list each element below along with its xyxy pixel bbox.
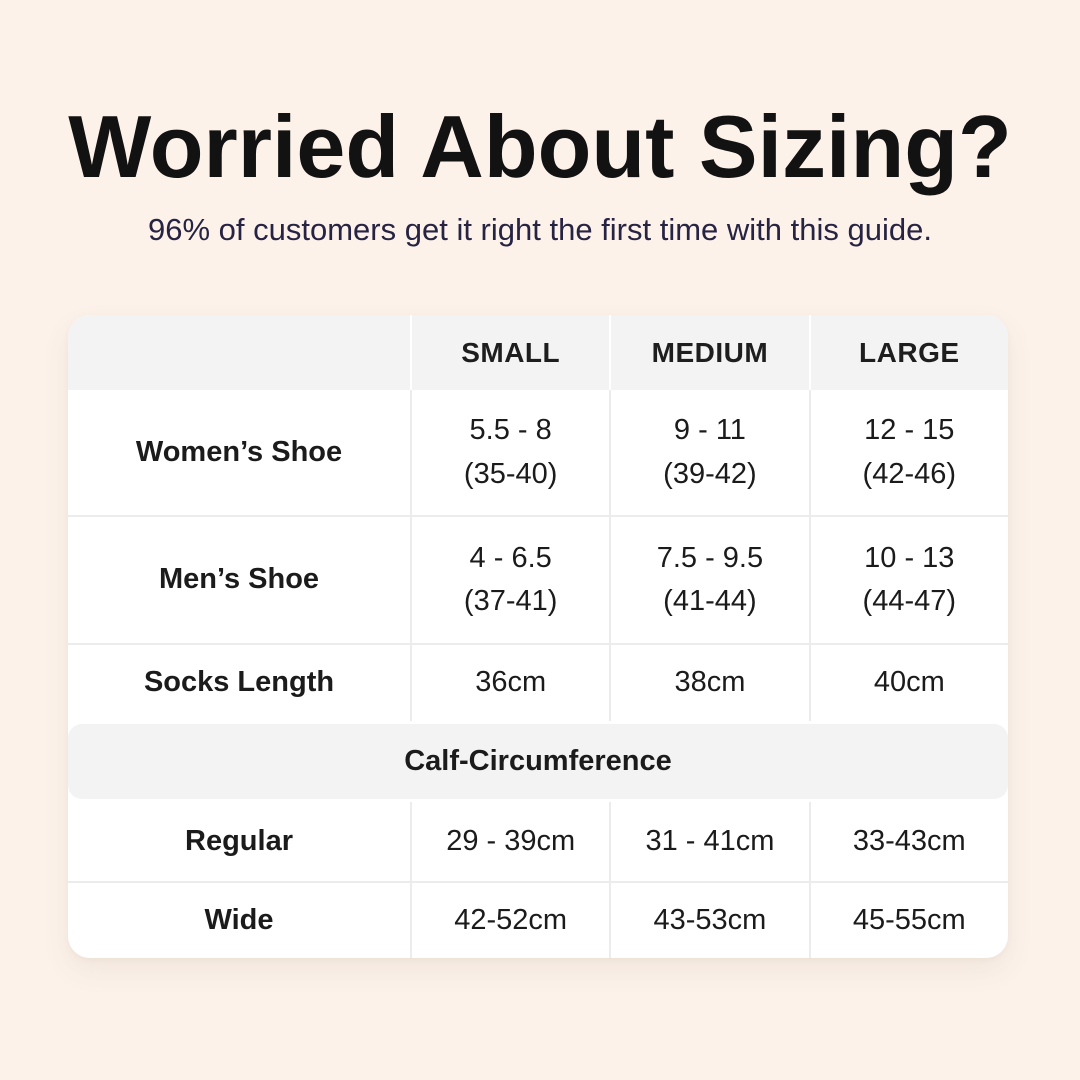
value-line: (44-47) (862, 585, 957, 617)
value-line: (39-42) (663, 457, 757, 490)
row-label: Men’s Shoe (68, 517, 413, 643)
section-header-calf-circumference: Calf-Circumference (68, 724, 1008, 799)
value-line: 9 - 11 (673, 414, 746, 446)
value-line: 4 - 6.5 (469, 541, 552, 574)
value-line: (41-44) (663, 585, 757, 617)
cell-regular-large: 33-43cm (852, 824, 966, 857)
page-subtitle: 96% of customers get it right the first … (148, 212, 932, 247)
value-line: 10 - 13 (864, 541, 955, 574)
cell-mens-medium: 7.5 - 9.5 (41-44) (611, 517, 811, 643)
cell-womens-small: 5.5 - 8 (35-40) (412, 390, 612, 515)
cell-mens-large: 10 - 13 (44-47) (811, 517, 1008, 643)
header-corner-cell (68, 315, 413, 390)
table-row-mens-shoe: Men’s Shoe 4 - 6.5 (37-41) 7.5 - 9.5 (41… (68, 517, 1008, 645)
cell-socks-large: 40cm (873, 666, 945, 699)
row-label: Wide (68, 883, 413, 958)
section-title: Calf-Circumference (404, 745, 672, 777)
table-row-wide: Wide 42-52cm 43-53cm 45-55cm (68, 883, 1008, 958)
table-row-socks-length: Socks Length 36cm 38cm 40cm (68, 645, 1008, 721)
cell-socks-small: 36cm (412, 645, 612, 721)
cell-socks-medium: 38cm (611, 645, 811, 721)
value-line: (37-41) (463, 585, 558, 617)
column-header-large: LARGE (810, 315, 1008, 390)
column-header-medium: MEDIUM (611, 315, 811, 390)
page-title: Worried About Sizing? (68, 97, 1012, 196)
cell-regular-medium: 31 - 41cm (611, 802, 811, 881)
cell-regular-small: 29 - 39cm (412, 802, 612, 881)
row-label: Regular (68, 802, 413, 881)
table-row-womens-shoe: Women’s Shoe 5.5 - 8 (35-40) 9 - 11 (39-… (68, 390, 1008, 517)
value-line: 5.5 - 8 (469, 414, 552, 446)
cell-wide-medium: 43-53cm (611, 883, 811, 958)
cell-mens-small: 4 - 6.5 (37-41) (412, 517, 612, 643)
cell-wide-large: 45-55cm (852, 903, 966, 936)
row-label: Women’s Shoe (68, 390, 413, 515)
row-label: Socks Length (68, 645, 413, 721)
value-line: (42-46) (862, 457, 957, 490)
table-row-regular: Regular 29 - 39cm 31 - 41cm 33-43cm (68, 802, 1008, 883)
cell-womens-large: 12 - 15 (42-46) (811, 390, 1008, 515)
column-header-small: SMALL (412, 315, 612, 390)
size-chart-table: SMALL MEDIUM LARGE Women’s Shoe 5.5 - 8 … (68, 315, 1008, 958)
cell-womens-medium: 9 - 11 (39-42) (611, 390, 811, 515)
value-line: 12 - 15 (864, 414, 955, 446)
value-line: (35-40) (463, 457, 558, 490)
table-header-row: SMALL MEDIUM LARGE (68, 315, 1008, 390)
cell-wide-small: 42-52cm (412, 883, 612, 958)
value-line: 7.5 - 9.5 (656, 541, 764, 574)
